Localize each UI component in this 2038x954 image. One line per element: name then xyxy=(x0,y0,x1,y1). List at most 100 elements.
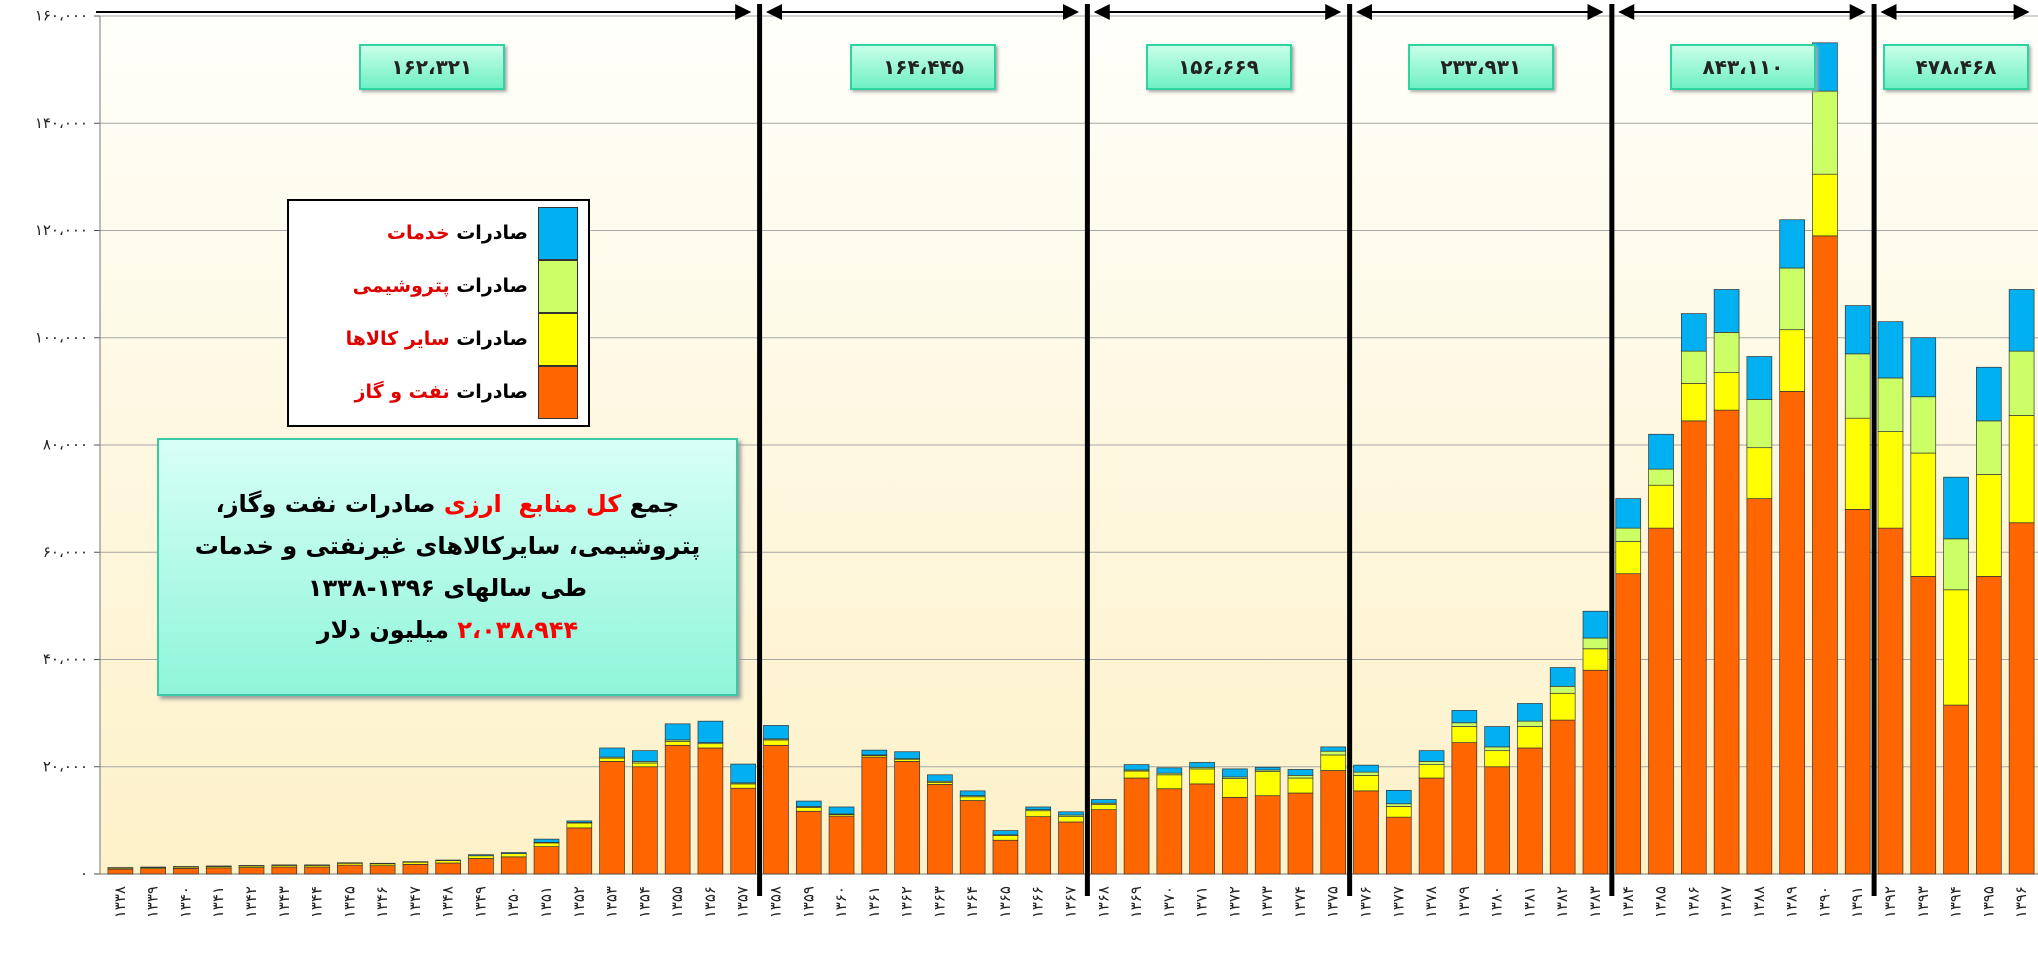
x-tick-label: ۱۳۳۸ xyxy=(111,886,129,918)
bar-segment xyxy=(861,756,888,875)
bar-segment xyxy=(1058,811,1084,816)
y-tick-label: ۸۰،۰۰۰ xyxy=(43,436,88,454)
x-tick-label: ۱۳۳۹ xyxy=(144,886,162,918)
bar-segment xyxy=(894,761,920,875)
bar-segment xyxy=(1713,372,1740,411)
x-tick-label: ۱۳۷۲ xyxy=(1225,886,1243,918)
x-tick-label: ۱۳۷۱ xyxy=(1193,886,1211,918)
bar-segment xyxy=(632,750,658,762)
bar-segment xyxy=(1025,810,1052,817)
bar-segment xyxy=(763,744,789,875)
x-tick-label: ۱۳۴۷ xyxy=(406,886,424,918)
bar-segment xyxy=(1517,726,1543,749)
x-tick-label: ۱۳۶۴ xyxy=(963,886,981,918)
bar-segment xyxy=(1025,816,1052,875)
bar-segment xyxy=(1648,527,1674,875)
bar-segment xyxy=(1844,305,1871,355)
bar-segment xyxy=(566,820,593,823)
bar-segment xyxy=(566,822,593,829)
bar-segment xyxy=(763,739,789,746)
legend-entry: صادرات پتروشیمی xyxy=(299,260,578,313)
bar-segment xyxy=(1681,313,1707,352)
legend-label: صادرات سایر کالاها xyxy=(345,328,528,350)
bar-segment xyxy=(1385,803,1412,807)
bar-segment xyxy=(1123,770,1150,779)
x-tick-label: ۱۳۷۶ xyxy=(1357,886,1375,918)
bar-segment xyxy=(959,800,986,875)
bar-segment xyxy=(1877,377,1904,432)
x-tick-label: ۱۳۶۵ xyxy=(996,886,1014,918)
bar-segment xyxy=(1746,498,1773,875)
bar-segment xyxy=(1779,329,1805,392)
bar-segment xyxy=(795,807,822,812)
bar-segment xyxy=(763,725,789,740)
bar-segment xyxy=(1189,762,1215,768)
bar-segment xyxy=(1976,474,2002,577)
x-tick-label: ۱۳۶۹ xyxy=(1127,886,1145,918)
bar-segment xyxy=(1746,399,1773,449)
note-text: صادرات نفت وگاز، xyxy=(215,490,444,518)
bar-segment xyxy=(1648,433,1674,470)
bar-segment xyxy=(1156,767,1183,774)
bar-segment xyxy=(1058,816,1084,823)
bar-segment xyxy=(369,862,396,865)
bar-segment xyxy=(697,720,724,743)
bar-segment xyxy=(1943,589,1969,706)
bar-segment xyxy=(1254,766,1281,771)
bar-segment xyxy=(1484,726,1510,748)
bar-segment xyxy=(1418,750,1445,762)
x-tick-label: ۱۳۴۰ xyxy=(176,886,194,918)
x-tick-label: ۱۳۵۶ xyxy=(701,886,719,918)
note-line: پتروشیمی، سایرکالاهای غیرنفتی و خدمات xyxy=(159,525,736,567)
bar-segment xyxy=(1517,747,1543,875)
note-line: طی سالهای ۱۳۹۶-۱۳۳۸ xyxy=(159,567,736,609)
bar-segment xyxy=(664,741,691,746)
bar-segment xyxy=(1353,771,1379,776)
bar-segment xyxy=(1812,90,1838,175)
bar-segment xyxy=(599,761,625,875)
bar-segment xyxy=(697,747,724,875)
note-text: ۲،۰۳۸،۹۴۴ xyxy=(457,616,579,644)
bar-segment xyxy=(1123,764,1150,771)
y-tick-label: ۴۰،۰۰۰ xyxy=(43,650,88,668)
bar-segment xyxy=(304,866,330,875)
bar-segment xyxy=(1844,417,1871,510)
bar-segment xyxy=(1320,754,1347,771)
bar-segment xyxy=(1582,669,1609,875)
bar-segment xyxy=(1517,720,1543,727)
x-tick-label: ۱۳۸۳ xyxy=(1586,886,1604,918)
bar-segment xyxy=(1976,366,2002,422)
bar-segment xyxy=(1812,42,1838,92)
bar-segment xyxy=(1320,770,1347,875)
x-tick-label: ۱۳۸۵ xyxy=(1652,886,1670,918)
legend-label: صادرات خدمات xyxy=(386,222,528,244)
bar-segment xyxy=(1713,289,1740,333)
bar-segment xyxy=(2008,415,2035,524)
x-tick-label: ۱۳۹۰ xyxy=(1815,886,1833,918)
x-tick-label: ۱۳۶۲ xyxy=(898,886,916,918)
x-tick-label: ۱۳۹۶ xyxy=(2012,886,2030,918)
y-tick-label: ۲۰،۰۰۰ xyxy=(43,757,88,775)
bar-segment xyxy=(271,864,298,866)
bar-segment xyxy=(1615,498,1642,529)
bar-segment xyxy=(238,865,265,867)
bar-segment xyxy=(1549,685,1576,694)
x-tick-label: ۱۳۸۲ xyxy=(1553,886,1571,918)
bar-segment xyxy=(828,806,855,815)
x-tick-label: ۱۳۴۴ xyxy=(308,886,326,918)
bar-segment xyxy=(1451,726,1478,743)
bar-segment xyxy=(1615,527,1642,542)
bar-segment xyxy=(1713,332,1740,373)
bar-segment xyxy=(1549,692,1576,721)
period-total: ۴۷۸،۴۶۸ xyxy=(1883,44,2030,90)
bar-segment xyxy=(140,868,166,875)
bar-segment xyxy=(1484,766,1510,875)
x-tick-label: ۱۳۵۹ xyxy=(799,886,817,918)
bar-segment xyxy=(1451,710,1478,724)
x-tick-label: ۱۳۶۶ xyxy=(1029,886,1047,918)
bar-segment xyxy=(435,859,461,861)
bar-segment xyxy=(828,815,855,875)
period-total: ۱۶۲،۳۲۱ xyxy=(358,44,505,90)
bar-segment xyxy=(205,865,232,867)
bar-segment xyxy=(435,862,461,875)
